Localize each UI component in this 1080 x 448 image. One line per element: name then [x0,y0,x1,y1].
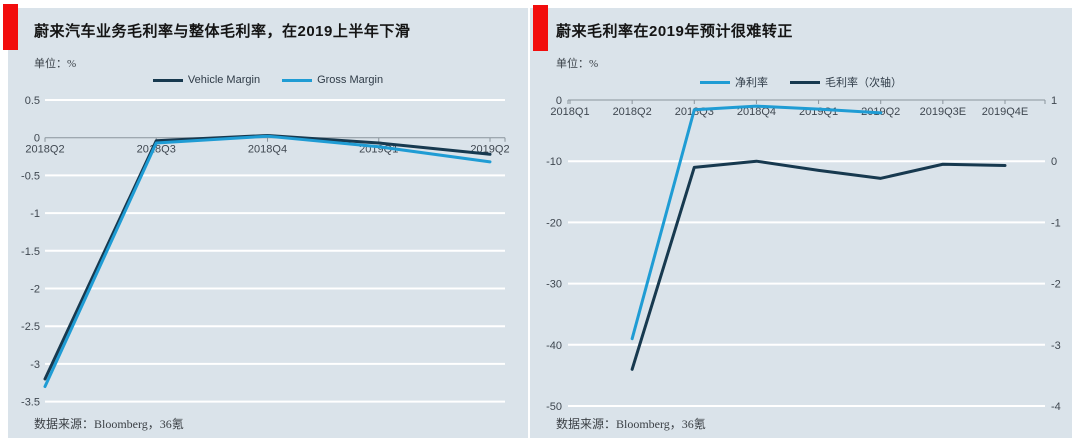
y-axis-tick-label: -3 [30,359,40,371]
series-line-毛利率-次轴- [630,159,1007,371]
line-chart: 0.5 0 -0.5 -1 -1.5 -2 -2.5 -3 -3.5 2018Q2 2018Q3 20… [21,95,510,409]
legend-line-swatch [790,80,820,84]
legend-label: Vehicle Margin [187,74,261,86]
legend-item: Vehicle Margin [152,74,261,86]
legend-label: Gross Margin [317,74,384,86]
secondary-y-axis-tick-label: -1 [1051,217,1061,229]
chart-legend: Vehicle Margin Gross Margin [8,74,528,86]
legend-item: 毛利率（次轴） [790,74,902,90]
series-line-净利率 [630,104,883,341]
y-axis-tick-label: -20 [546,217,562,229]
chart-legend: 净利率 毛利率（次轴） [530,74,1072,90]
series-line-gross-margin [43,134,492,389]
title-accent-bar [3,4,18,50]
secondary-y-axis-tick-label: -3 [1051,340,1061,352]
y-axis-tick-label: 0 [34,133,40,145]
legend-line-swatch [282,78,313,82]
series-line-vehicle-margin [43,133,492,381]
y-axis-tick-label: -3.5 [21,397,40,409]
legend-item: 净利率 [700,74,768,90]
source-label: 数据来源：Bloomberg，36氪 [556,417,706,431]
line-chart: 0 1 -10 0 -20 -1 -30 -2 -40 -3 -50 -4 2018Q1 2018Q2 20… [546,95,1061,413]
chart-title: 蔚来汽车业务毛利率与整体毛利率，在2019上半年下滑 [34,23,411,40]
unit-label: 单位：% [34,58,77,70]
chart-panel-vehicle-gross-margin: 蔚来汽车业务毛利率与整体毛利率，在2019上半年下滑 单位：% Vehicle … [3,4,528,438]
y-axis-tick-label: -2.5 [21,321,40,333]
y-axis-tick-label: -1 [30,208,40,220]
y-axis-tick-label: -40 [546,340,562,352]
x-axis-category-label: 2019Q3E [920,106,966,118]
y-axis-tick-label: -1.5 [21,246,40,258]
source-label: 数据来源：Bloomberg，36氪 [34,417,184,431]
x-axis-category-label: 2018Q2 [613,106,652,118]
chart-title: 蔚来毛利率在2019年预计很难转正 [556,23,793,40]
y-axis-tick-label: 0 [556,95,562,107]
y-axis-tick-label: -10 [546,156,562,168]
x-axis-category-label: 2018Q4 [248,144,287,156]
x-axis-category-label: 2018Q1 [550,106,589,118]
secondary-y-axis-tick-label: -4 [1051,401,1061,413]
legend-line-swatch [700,80,730,84]
y-axis-tick-label: 0.5 [25,95,40,107]
x-axis-category-label: 2018Q3 [137,144,176,156]
x-axis-category-label: 2018Q4 [737,106,776,118]
legend-label: 毛利率（次轴） [825,77,902,89]
legend-label: 净利率 [735,77,768,89]
y-axis-tick-label: -50 [546,401,562,413]
secondary-y-axis-tick-label: 0 [1051,156,1057,168]
secondary-y-axis-tick-label: 1 [1051,95,1057,107]
x-axis-category-label: 2019Q4E [982,106,1028,118]
y-axis-tick-label: -0.5 [21,170,40,182]
legend-item: Gross Margin [282,74,383,86]
legend-line-swatch [152,78,183,82]
y-axis-tick-label: -30 [546,279,562,291]
chart-panel-net-gross-margin-forecast: 蔚来毛利率在2019年预计很难转正 单位：% 净利率 毛利率（次轴） 0 1 -10 0… [530,5,1072,438]
y-axis-tick-label: -2 [30,284,40,296]
secondary-y-axis-tick-label: -2 [1051,279,1061,291]
title-accent-bar [533,5,548,51]
unit-label: 单位：% [556,58,599,70]
x-axis-category-label: 2018Q2 [25,144,64,156]
